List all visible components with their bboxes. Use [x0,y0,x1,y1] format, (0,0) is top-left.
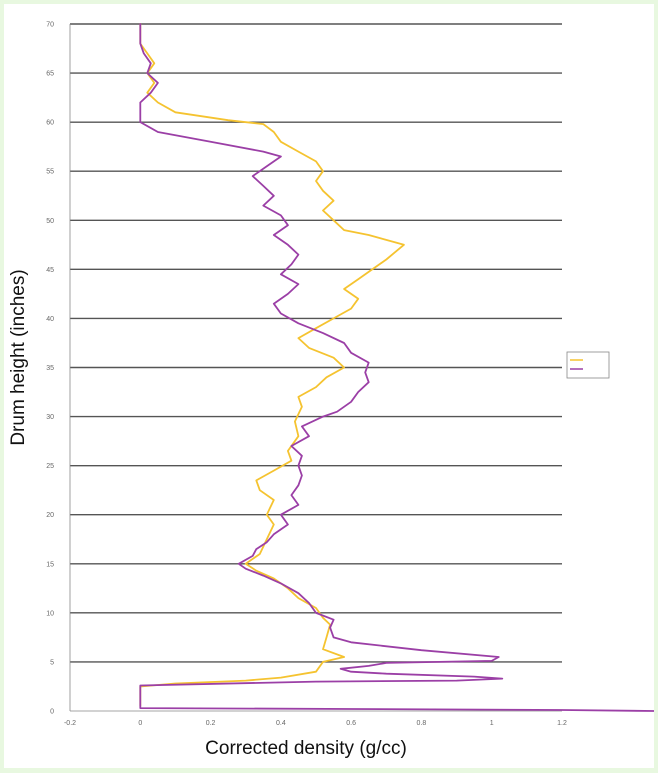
density-profile-chart: 0 5 10 15 20 25 30 35 40 45 50 55 60 65 70 -0.2 0 0.2 0.4… [8,22,655,759]
x-tick-label: 0.2 [206,720,216,727]
y-tick-label: 60 [46,120,54,127]
y-tick-label: 5 [50,659,54,666]
x-tick-label: 1.2 [557,720,567,727]
x-tick-label: 0.8 [417,720,427,727]
y-tick-label: 55 [46,169,54,176]
y-tick-label: 10 [46,610,54,617]
y-tick-label: 20 [46,512,54,519]
y-tick-label: 35 [46,365,54,372]
y-tick-label: 40 [46,316,54,323]
y-tick-label: 30 [46,414,54,421]
y-tick-label: 65 [46,71,54,78]
x-tick-label: 0.4 [276,720,286,727]
y-tick-label: 15 [46,561,54,568]
x-tick-label: 0 [138,720,142,727]
legend-items [570,359,583,370]
y-axis-title: Drum height (inches) [8,269,29,445]
x-tick-label: -0.2 [64,720,76,727]
x-tick-labels: -0.2 0 0.2 0.4 0.6 0.8 1 1.2 [64,720,567,727]
y-tick-label: 50 [46,218,54,225]
x-axis-title: Corrected density (g/cc) [205,738,407,759]
y-tick-label: 25 [46,463,54,470]
grid-layer [69,23,562,712]
x-tick-label: 0.6 [346,720,356,727]
series-line-1 [139,23,405,707]
y-tick-label: 45 [46,267,54,274]
y-tick-label: 70 [46,22,54,29]
x-tick-label: 1 [490,720,494,727]
legend-box [566,351,610,379]
y-tick-label: 0 [50,709,54,716]
series-layer [139,23,655,712]
plot-panel: 0 5 10 15 20 25 30 35 40 45 50 55 60 65 70 -0.2 0 0.2 0.4… [4,4,655,768]
series-line-2 [139,23,655,712]
y-tick-labels: 0 5 10 15 20 25 30 35 40 45 50 55 60 65 70 [46,22,54,716]
legend [566,351,610,379]
